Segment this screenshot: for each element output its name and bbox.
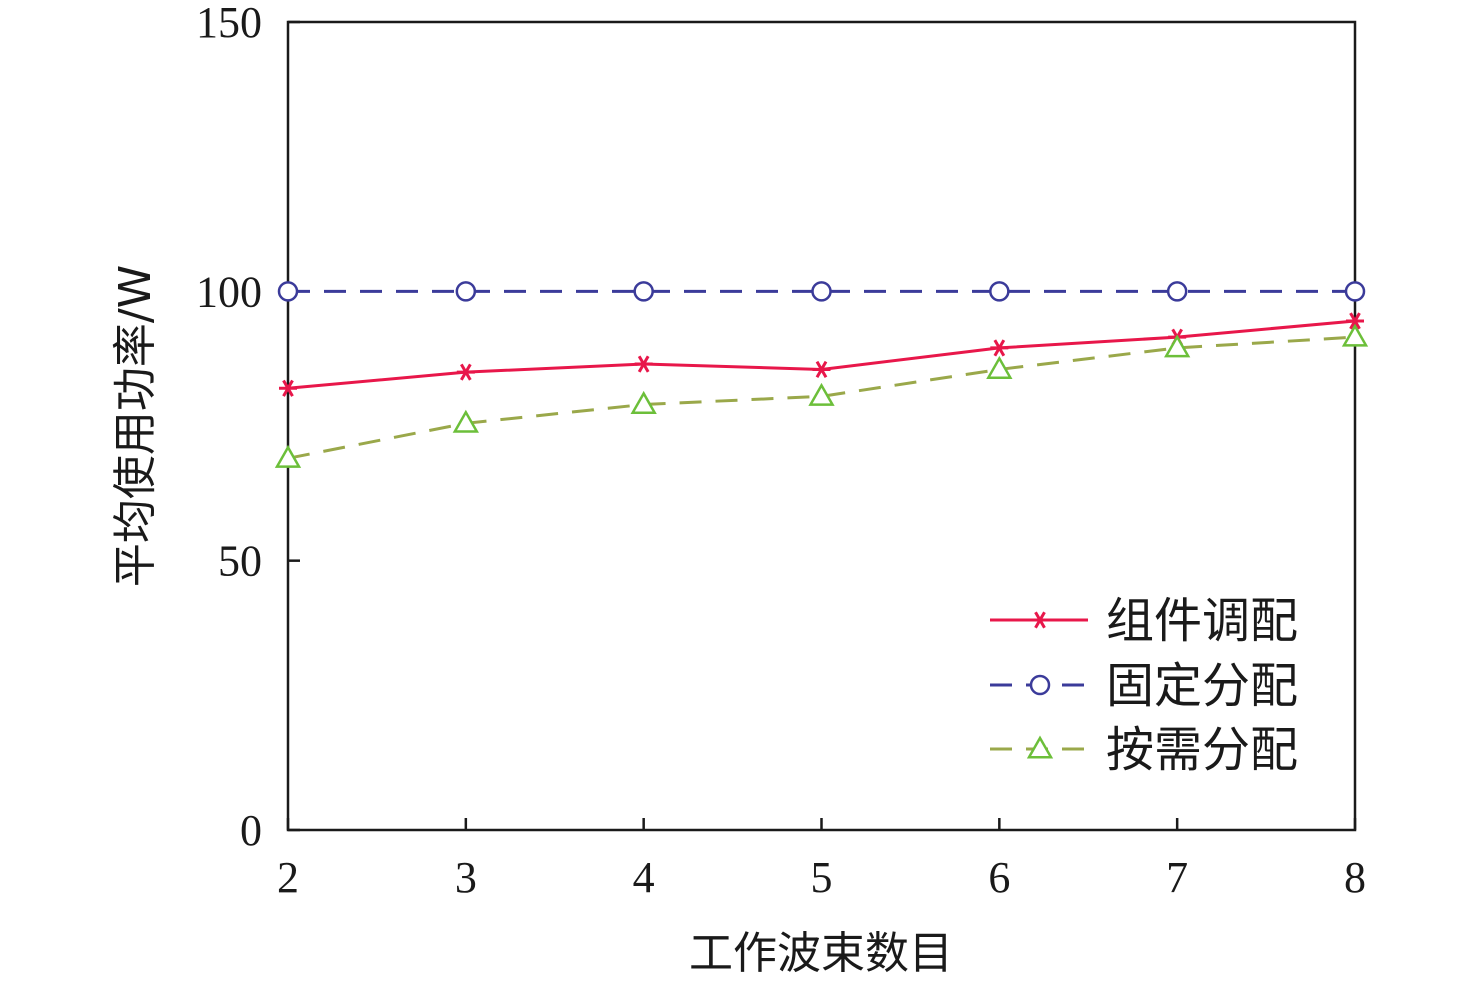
x-tick-label: 5 [811,853,833,902]
y-tick-label: 100 [196,267,262,316]
data-point [279,379,297,397]
data-point [1166,281,1188,302]
y-axis: 0 50 100 150 [196,0,300,855]
data-point [455,281,477,302]
data-point [277,281,299,302]
x-tick-label: 8 [1344,853,1366,902]
x-tick-label: 3 [455,853,477,902]
data-point [274,444,302,468]
data-point [1344,281,1366,302]
x-tick-label: 7 [1166,853,1188,902]
y-tick-label: 50 [218,537,262,586]
legend-item: 按需分配 [990,722,1298,778]
series-1 [277,281,1366,302]
legend-item: 固定分配 [990,658,1298,714]
legend-marker [1029,674,1051,696]
x-tick-label: 4 [633,853,655,902]
data-point [630,390,657,414]
data-point [456,363,475,381]
series-line [287,319,1356,390]
legend-marker [1026,735,1054,759]
y-tick-label: 150 [196,0,262,47]
x-axis: 2 3 4 5 6 7 8 [277,818,1366,902]
data-point [812,360,831,378]
legend-label: 固定分配 [1106,658,1298,714]
data-point [1346,312,1364,330]
data-point [986,355,1013,379]
series-2 [274,323,1369,468]
data-point [633,281,654,302]
data-point [990,339,1009,357]
y-tick-label: 0 [240,806,262,855]
legend-label: 组件调配 [1106,593,1298,649]
legend-item: 组件调配 [990,593,1298,649]
data-point [634,355,653,373]
x-tick-label: 2 [277,853,299,902]
data-point [1341,323,1369,347]
x-axis-title: 工作波束数目 [689,928,953,979]
x-tick-label: 6 [988,853,1010,902]
data-point [452,409,479,433]
y-axis-title: 平均使用功率/W [110,265,161,587]
legend-label: 按需分配 [1106,722,1298,778]
legend-marker [1031,611,1049,629]
data-point [1164,334,1191,358]
data-point [811,281,832,302]
data-point [808,382,835,406]
data-point [989,281,1010,302]
series-layer [274,281,1369,468]
